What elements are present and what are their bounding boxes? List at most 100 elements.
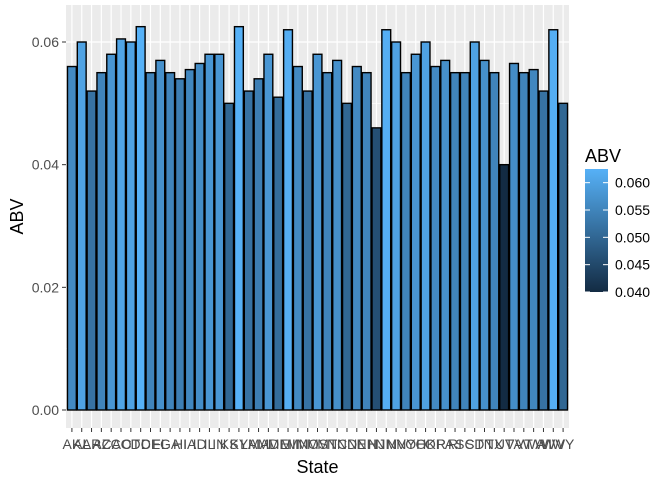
x-tick-label-WV: WV [542,436,565,452]
bar-ME [273,96,284,411]
x-tick-label-LA: LA [240,436,258,452]
bar-IA [184,68,195,411]
x-tick-label-MT: MT [317,436,338,452]
legend-color-bar [585,169,608,292]
legend-label: 0.040 [615,284,650,300]
x-tick-label-TN: TN [475,436,494,452]
bar-NY [400,71,412,411]
x-tick-label-KY: KY [230,436,249,452]
bar-KY [233,25,245,411]
x-axis: AKALARAZCACOCTDCDEFLGAHIIAIDILINKSKYLAMA… [63,428,575,452]
x-tick-label-WI: WI [535,436,552,452]
bar-MI [282,29,294,411]
x-tick-label-NE: NE [347,436,366,452]
x-tick-label-ND: ND [337,436,357,452]
legend-title: ABV [585,146,621,166]
x-tick-label-TX: TX [485,436,504,452]
x-tick-label-NC: NC [327,436,347,452]
bar-HI [174,78,186,411]
x-tick-label-NV: NV [386,436,406,452]
legend-label: 0.050 [615,229,650,245]
bar-AZ [96,71,107,411]
x-tick-label-CT: CT [122,436,141,452]
bar-NE [351,65,362,411]
x-tick-label-NM: NM [375,436,397,452]
x-tick-label-IN: IN [212,436,226,452]
bar-UT [499,163,510,411]
bar-DE [145,71,156,411]
bar-WA [528,68,539,411]
bar-LA [243,90,254,411]
bar-OK [420,41,431,411]
bar-GA [165,71,176,411]
x-tick-label-IL: IL [204,436,216,452]
bar-WI [538,90,549,411]
bar-MS [312,53,323,411]
bar-WY [557,102,569,411]
legend: ABV 0.060 0.055 0.050 0.045 0.040 [585,146,650,300]
bar-NH [361,71,372,411]
y-tick-label: 0.04 [32,157,59,173]
bar-OH [410,53,421,411]
legend-label: 0.045 [615,257,650,273]
y-axis: 0.00 0.02 0.04 0.06 [32,34,66,418]
x-tick-label-MN: MN [287,436,309,452]
x-tick-label-CA: CA [101,436,121,452]
bar-MA [253,78,264,411]
x-tick-label-WY: WY [552,436,575,452]
bar-SD [469,41,480,411]
x-tick-label-HI: HI [173,436,187,452]
x-tick-label-DC: DC [131,436,151,452]
x-tick-label-MD: MD [257,436,279,452]
bar-MD [263,53,274,411]
y-tick-label: 0.06 [32,34,59,50]
bar-CA [106,53,117,411]
x-tick-label-SD: SD [465,436,484,452]
bar-WV [548,29,559,411]
x-tick-label-WA: WA [523,436,546,452]
bar-KS [223,102,235,411]
bar-ID [194,62,205,411]
bar-NM [381,29,392,411]
x-tick-label-IA: IA [183,436,197,452]
x-tick-label-ME: ME [268,436,289,452]
x-tick-label-AK: AK [63,436,82,452]
bar-NV [390,41,402,411]
x-tick-label-NJ: NJ [368,436,385,452]
x-axis-title: State [296,457,338,477]
bar-IN [214,53,225,411]
x-tick-label-AR: AR [82,436,101,452]
x-tick-label-VT: VT [515,436,533,452]
bar-NJ [371,127,382,411]
bar-NC [332,59,343,411]
x-tick-label-CO: CO [111,436,132,452]
bar-OR [430,65,441,411]
x-tick-label-MA: MA [248,436,270,452]
bar-AK [66,65,78,411]
x-tick-label-AL: AL [73,436,90,452]
x-tick-label-PA: PA [436,436,454,452]
x-tick-label-UT: UT [495,436,514,452]
x-tick-label-OK: OK [415,436,436,452]
bar-DC [135,25,146,411]
x-tick-label-MS: MS [307,436,328,452]
bar-AR [86,90,97,411]
x-tick-label-GA: GA [160,436,181,452]
x-tick-label-DE: DE [141,436,160,452]
x-tick-label-FL: FL [152,436,169,452]
bar-MT [322,71,333,411]
x-tick-label-NY: NY [396,436,416,452]
bars [66,25,569,411]
x-tick-label-MO: MO [296,436,319,452]
x-tick-label-RI: RI [448,436,462,452]
bar-ND [341,102,353,411]
x-tick-label-VA: VA [505,436,523,452]
x-tick-label-AZ: AZ [92,436,110,452]
bar-TX [489,71,500,411]
x-tick-label-NH: NH [357,436,377,452]
legend-label: 0.055 [615,202,650,218]
x-tick-label-OR: OR [425,436,446,452]
bar-FL [155,59,166,411]
x-tick-label-MI: MI [280,436,296,452]
